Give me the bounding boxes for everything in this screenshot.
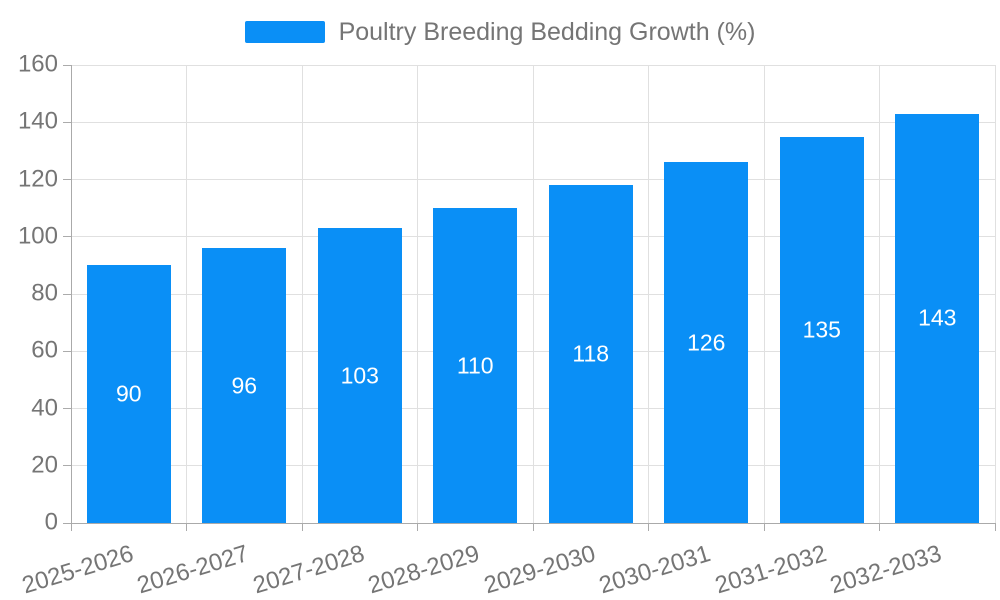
legend-swatch bbox=[244, 21, 325, 43]
x-tick bbox=[301, 523, 303, 531]
bar-value-label: 103 bbox=[340, 362, 379, 389]
x-axis-label: 2025-2026 bbox=[18, 540, 137, 600]
x-axis-label: 2029-2030 bbox=[480, 540, 599, 600]
y-axis-line bbox=[70, 65, 72, 531]
y-axis-label: 140 bbox=[17, 107, 58, 135]
y-axis-label: 80 bbox=[31, 279, 58, 307]
x-tick bbox=[417, 523, 418, 531]
legend-label: Poultry Breeding Bedding Growth (%) bbox=[338, 17, 756, 46]
y-tick bbox=[63, 64, 71, 66]
x-axis-line bbox=[63, 522, 995, 524]
x-tick bbox=[532, 523, 534, 531]
bar-value-label: 118 bbox=[572, 340, 610, 367]
y-axis-label: 0 bbox=[44, 508, 58, 536]
x-gridline bbox=[648, 65, 649, 523]
x-gridline bbox=[417, 65, 418, 523]
x-axis-label: 2028-2029 bbox=[365, 540, 484, 600]
y-tick bbox=[63, 465, 71, 467]
x-tick bbox=[648, 523, 649, 531]
x-tick bbox=[763, 523, 765, 531]
y-tick bbox=[63, 179, 71, 180]
y-axis-label: 160 bbox=[17, 50, 58, 78]
x-axis-label: 2027-2028 bbox=[249, 540, 368, 600]
bar-value-label: 90 bbox=[115, 380, 142, 407]
bar[interactable]: 143 bbox=[895, 113, 980, 523]
x-axis-label: 2030-2031 bbox=[596, 540, 715, 600]
x-axis-label: 2026-2027 bbox=[134, 540, 253, 600]
y-tick bbox=[63, 236, 71, 238]
bar[interactable]: 110 bbox=[433, 208, 518, 523]
bar-value-label: 96 bbox=[231, 372, 258, 399]
y-tick bbox=[63, 121, 71, 123]
x-tick bbox=[879, 523, 880, 531]
bar[interactable]: 126 bbox=[664, 162, 749, 523]
bar-value-label: 143 bbox=[918, 304, 957, 331]
x-tick bbox=[186, 523, 187, 531]
bar[interactable]: 118 bbox=[548, 185, 633, 523]
x-gridline bbox=[763, 65, 765, 523]
y-tick bbox=[63, 350, 71, 352]
legend[interactable]: Poultry Breeding Bedding Growth (%) bbox=[0, 17, 1000, 47]
y-tick bbox=[63, 293, 71, 295]
x-gridline bbox=[301, 65, 303, 523]
x-gridline bbox=[532, 65, 534, 523]
y-axis-label: 120 bbox=[17, 164, 58, 192]
bar-value-label: 110 bbox=[456, 352, 494, 379]
x-gridline bbox=[994, 65, 996, 523]
bar-value-label: 126 bbox=[687, 329, 726, 356]
bar[interactable]: 135 bbox=[779, 136, 864, 523]
x-axis-label: 2032-2033 bbox=[827, 540, 946, 600]
x-gridline bbox=[186, 65, 187, 523]
x-gridline bbox=[879, 65, 880, 523]
bar[interactable]: 96 bbox=[202, 248, 287, 523]
bar[interactable]: 103 bbox=[317, 228, 402, 523]
bar[interactable]: 90 bbox=[86, 265, 171, 523]
y-axis-label: 100 bbox=[17, 222, 58, 250]
y-axis-label: 40 bbox=[31, 393, 58, 421]
y-axis-label: 60 bbox=[31, 336, 58, 364]
y-axis-label: 20 bbox=[31, 451, 58, 479]
x-axis-label: 2031-2032 bbox=[711, 540, 830, 600]
bar-value-label: 135 bbox=[802, 316, 841, 343]
x-tick bbox=[994, 523, 996, 531]
y-tick bbox=[63, 408, 71, 409]
